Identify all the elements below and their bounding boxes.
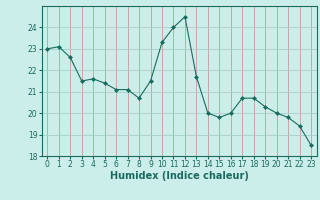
X-axis label: Humidex (Indice chaleur): Humidex (Indice chaleur) [110,171,249,181]
